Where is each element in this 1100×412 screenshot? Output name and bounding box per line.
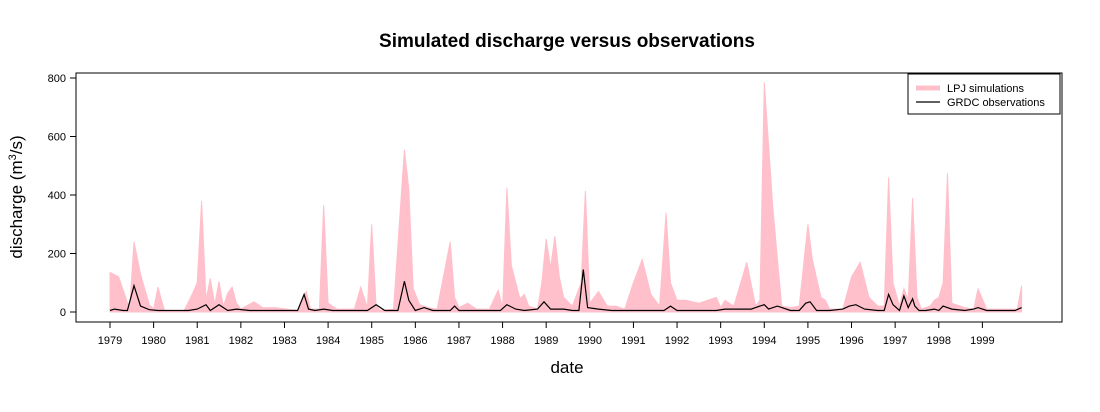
x-tick-label: 1981 [185,335,209,347]
legend-box [907,73,1061,115]
y-axis-label-main: discharge (m [7,160,26,258]
y-axis: 0 200 400 600 800 [48,73,77,319]
y-axis-label-end: /s) [7,135,26,154]
y-tick-label: 400 [48,190,66,202]
x-tick-label: 1985 [359,335,383,347]
x-tick-label: 1999 [970,335,994,347]
x-tick-label: 1990 [578,335,602,347]
x-tick-label: 1993 [708,335,732,347]
x-tick-label: 1980 [141,335,165,347]
y-axis-label: discharge (m3/s) [7,135,26,258]
y-tick-label: 0 [60,307,66,319]
x-tick-label: 1991 [621,335,645,347]
x-tick-label: 1988 [490,335,514,347]
legend-label-observations: GRDC observations [947,97,1045,109]
x-axis-label: date [550,358,583,377]
observation-line [109,269,1022,312]
x-tick-label: 1982 [229,335,253,347]
x-tick-label: 1995 [796,335,820,347]
chart-title: Simulated discharge versus observations [379,31,755,52]
x-tick-label: 1984 [316,335,340,347]
x-tick-label: 1992 [665,335,689,347]
simulation-band [109,82,1023,313]
x-tick-label: 1987 [447,335,471,347]
x-axis: 1979 1980 1981 1982 1983 1984 1985 1986 1987 1988… [98,321,995,347]
observation-series-group [109,269,1022,312]
x-tick-label: 1983 [272,335,296,347]
simulation-band-group [109,82,1023,313]
x-tick-label: 1989 [534,335,558,347]
x-tick-label: 1997 [883,335,907,347]
x-tick-label: 1994 [752,335,776,347]
x-tick-label: 1986 [403,335,427,347]
x-tick-label: 1979 [98,335,122,347]
x-tick-label: 1998 [927,335,951,347]
y-tick-label: 200 [48,249,66,261]
legend-label-simulations: LPJ simulations [947,83,1025,95]
y-tick-label: 600 [48,132,66,144]
y-axis-label-superscript: 3 [7,154,19,160]
x-tick-label: 1996 [839,335,863,347]
y-tick-label: 800 [48,73,66,85]
legend: LPJ simulations GRDC observations [907,73,1061,115]
